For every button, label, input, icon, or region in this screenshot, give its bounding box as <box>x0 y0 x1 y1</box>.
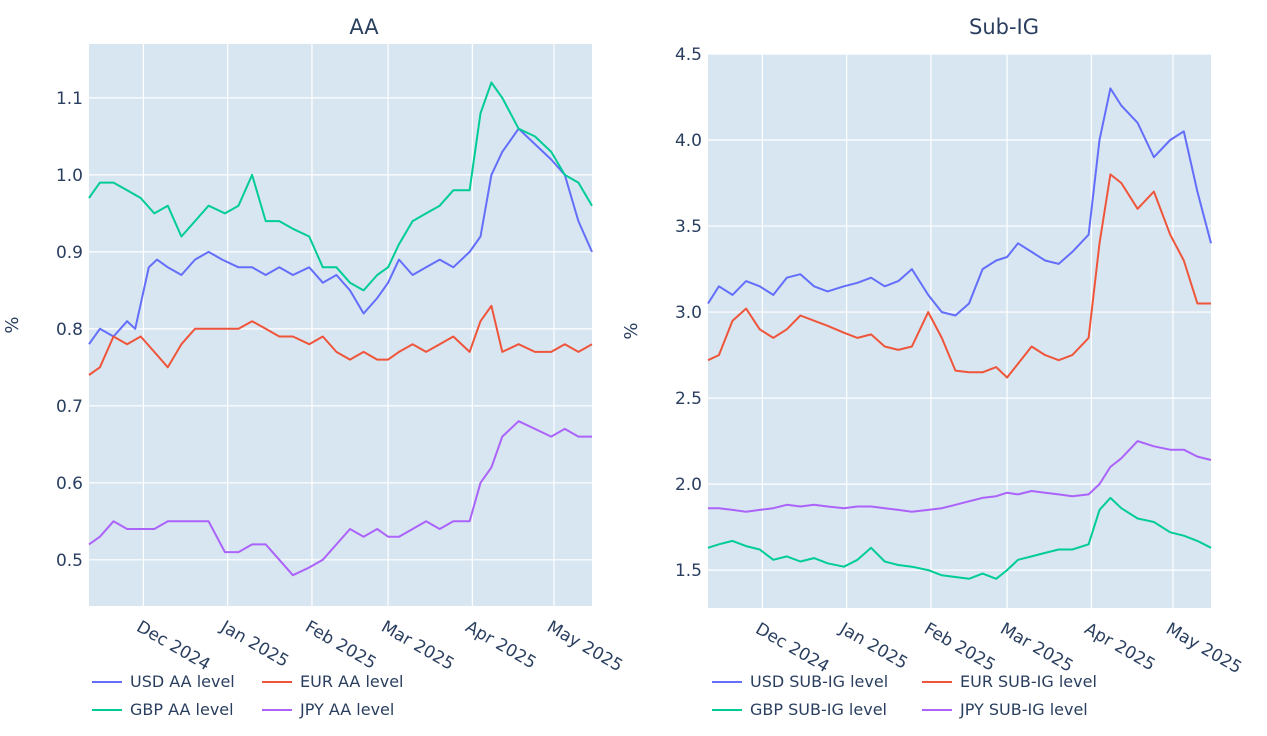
series-line-gbp-sub-ig-level <box>707 496 1212 580</box>
sub-ig-y-tick-label: 4.5 <box>675 45 702 65</box>
aa-x-tick-label: Apr 2025 <box>462 617 540 673</box>
legend-item[interactable]: JPY AA level <box>262 700 394 719</box>
aa-x-tick-label: Jan 2025 <box>216 617 292 672</box>
series-line-eur-sub-ig-level <box>707 173 1211 379</box>
series-line-usd-aa-level <box>88 127 593 345</box>
legend-swatch <box>922 708 952 711</box>
series-line-eur-aa-level <box>88 304 593 376</box>
aa-x-tick-label: Feb 2025 <box>301 617 379 674</box>
legend-item[interactable]: USD AA level <box>92 672 235 691</box>
aa-y-tick-label: 0.5 <box>56 551 83 571</box>
legend-item[interactable]: USD SUB-IG level <box>712 672 888 691</box>
legend-item[interactable]: GBP AA level <box>92 700 234 719</box>
legend-label: USD AA level <box>130 672 235 691</box>
legend-item[interactable]: GBP SUB-IG level <box>712 700 887 719</box>
series-line-gbp-aa-level <box>88 81 593 292</box>
sub-ig-x-tick-label: Dec 2024 <box>752 619 833 677</box>
legend-label: EUR SUB-IG level <box>960 672 1097 691</box>
chart-aa: 0.5 0.6 0.7 0.8 0.9 1.0 1.1 Dec 2024 Jan 2025 Feb… <box>2 15 626 676</box>
sub-ig-chart-title: Sub-IG <box>969 15 1039 39</box>
legend-label: GBP SUB-IG level <box>750 700 887 719</box>
series-line-jpy-aa-level <box>88 420 592 577</box>
legend-sub-ig: USD SUB-IG level EUR SUB-IG level GBP SUB-… <box>712 672 1152 728</box>
sub-ig-x-tick-label: Apr 2025 <box>1081 619 1159 675</box>
aa-x-tick-label: May 2025 <box>543 617 626 676</box>
aa-plot-area <box>89 44 592 606</box>
legend-swatch <box>262 680 292 683</box>
series-line-jpy-sub-ig-level <box>708 440 1212 513</box>
sub-ig-y-tick-label: 1.5 <box>675 561 702 581</box>
sub-ig-y-axis-label: % <box>621 322 642 339</box>
aa-y-tick-label: 0.7 <box>56 397 83 417</box>
aa-y-tick-label: 0.6 <box>56 474 83 494</box>
aa-chart-title: AA <box>349 15 379 39</box>
chart-sub-ig: 1.5 2.0 2.5 3.0 3.5 4.0 4.5 Dec 2024 Jan 2025 Feb… <box>621 15 1245 678</box>
sub-ig-y-tick-label: 3.0 <box>675 303 702 323</box>
sub-ig-x-tick-label: Feb 2025 <box>920 619 998 676</box>
legend-swatch <box>92 680 122 683</box>
sub-ig-x-tick-label: Mar 2025 <box>997 619 1077 677</box>
aa-y-tick-label: 1.1 <box>56 89 83 109</box>
sub-ig-y-tick-label: 3.5 <box>675 217 702 237</box>
aa-y-tick-label: 0.8 <box>56 320 83 340</box>
aa-x-tick-label: Mar 2025 <box>378 617 458 675</box>
aa-y-tick-label: 1.0 <box>56 166 83 186</box>
legend-swatch <box>92 708 122 711</box>
legend-label: GBP AA level <box>130 700 234 719</box>
aa-x-tick-label: Dec 2024 <box>133 617 214 675</box>
aa-y-tick-label: 0.9 <box>56 243 83 263</box>
legend-item[interactable]: EUR AA level <box>262 672 404 691</box>
legend-label: JPY SUB-IG level <box>960 700 1088 719</box>
sub-ig-x-tick-label: Jan 2025 <box>835 619 911 674</box>
legend-label: JPY AA level <box>300 700 395 719</box>
legend-swatch <box>262 708 292 711</box>
sub-ig-y-tick-label: 2.5 <box>675 389 702 409</box>
series-line-usd-sub-ig-level <box>707 87 1212 317</box>
sub-ig-y-tick-label: 4.0 <box>675 131 702 151</box>
legend-item[interactable]: JPY SUB-IG level <box>922 700 1088 719</box>
legend-aa: USD AA level EUR AA level GBP AA level JPY … <box>92 672 512 728</box>
legend-item[interactable]: EUR SUB-IG level <box>922 672 1097 691</box>
legend-swatch <box>712 680 742 683</box>
aa-y-axis-label: % <box>2 316 23 333</box>
legend-label: EUR AA level <box>300 672 404 691</box>
sub-ig-x-tick-label: May 2025 <box>1162 619 1245 678</box>
legend-label: USD SUB-IG level <box>750 672 889 691</box>
sub-ig-plot-area <box>708 54 1211 608</box>
legend-swatch <box>712 708 742 711</box>
sub-ig-y-tick-label: 2.0 <box>675 475 702 495</box>
legend-swatch <box>922 680 952 683</box>
